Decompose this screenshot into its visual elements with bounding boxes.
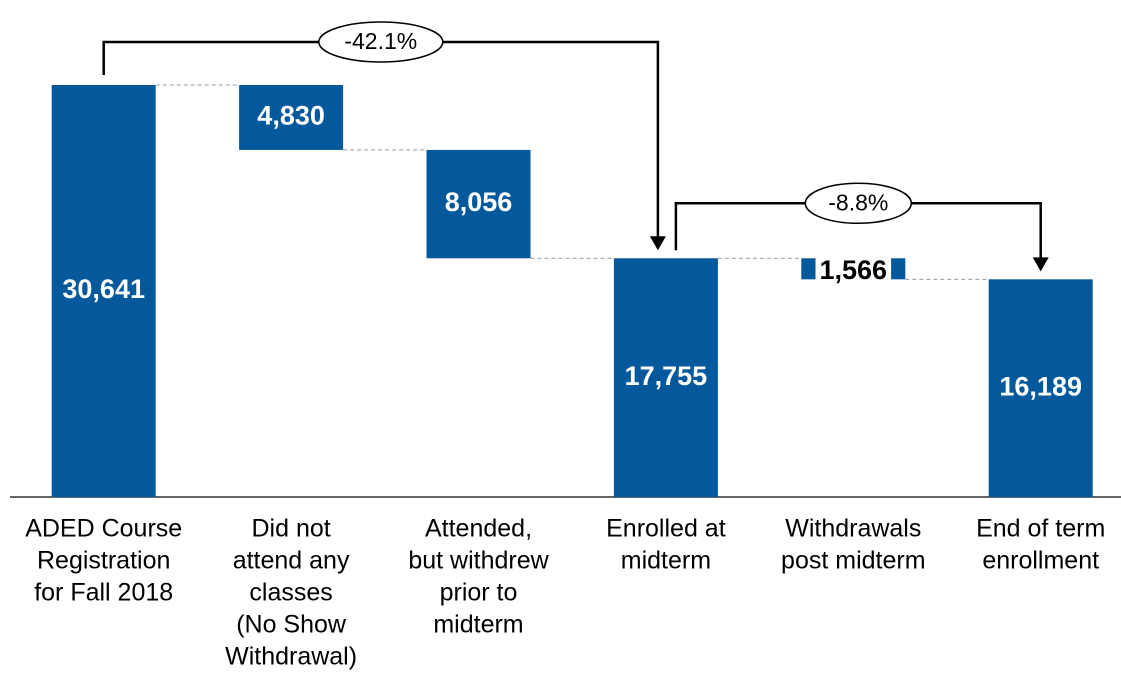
- x-tick-label: (No Show: [236, 611, 347, 639]
- x-tick-label: Withdrawals: [785, 515, 921, 543]
- value-label-bg: [815, 254, 892, 285]
- x-tick-label: midterm: [621, 547, 711, 575]
- annotation-bubble: [318, 21, 444, 63]
- value-label: 30,641: [62, 274, 145, 304]
- value-label-bg: [440, 187, 517, 218]
- arrowhead: [1032, 257, 1049, 272]
- x-tick-label: but withdrew: [408, 547, 549, 575]
- x-tick-label: classes: [249, 579, 332, 607]
- x-tick-label: for Fall 2018: [34, 579, 173, 607]
- x-tick-label: Registration: [37, 547, 170, 575]
- x-tick-label: Attended,: [425, 515, 532, 543]
- value-label-bg: [58, 274, 149, 305]
- value-label: 1,566: [820, 255, 888, 285]
- x-tick-label: ADED Course: [25, 515, 182, 543]
- annotation: -8.8%: [828, 189, 888, 215]
- value-label: 4,830: [257, 101, 325, 131]
- x-tick-label: Enrolled at: [606, 515, 726, 543]
- value-label-bg: [995, 371, 1086, 402]
- x-tick-label: post midterm: [781, 547, 925, 575]
- arrowhead: [649, 236, 666, 251]
- annotation: -42.1%: [344, 28, 417, 54]
- x-tick-label: End of term: [976, 515, 1105, 543]
- x-tick-label: Did not: [251, 515, 330, 543]
- value-label: 17,755: [625, 361, 708, 391]
- bracket: [102, 40, 660, 239]
- x-tick-label: midterm: [433, 611, 523, 639]
- annotation-bubble: [804, 182, 913, 225]
- value-label-bg: [253, 100, 329, 131]
- value-label: 16,189: [999, 371, 1082, 401]
- x-tick-label: attend any: [233, 547, 350, 575]
- value-label-bg: [620, 360, 712, 391]
- x-tick-label: prior to: [440, 579, 518, 607]
- x-tick-label: enrollment: [982, 547, 1099, 575]
- x-tick-label: Withdrawal): [225, 643, 357, 671]
- value-label: 8,056: [445, 187, 513, 217]
